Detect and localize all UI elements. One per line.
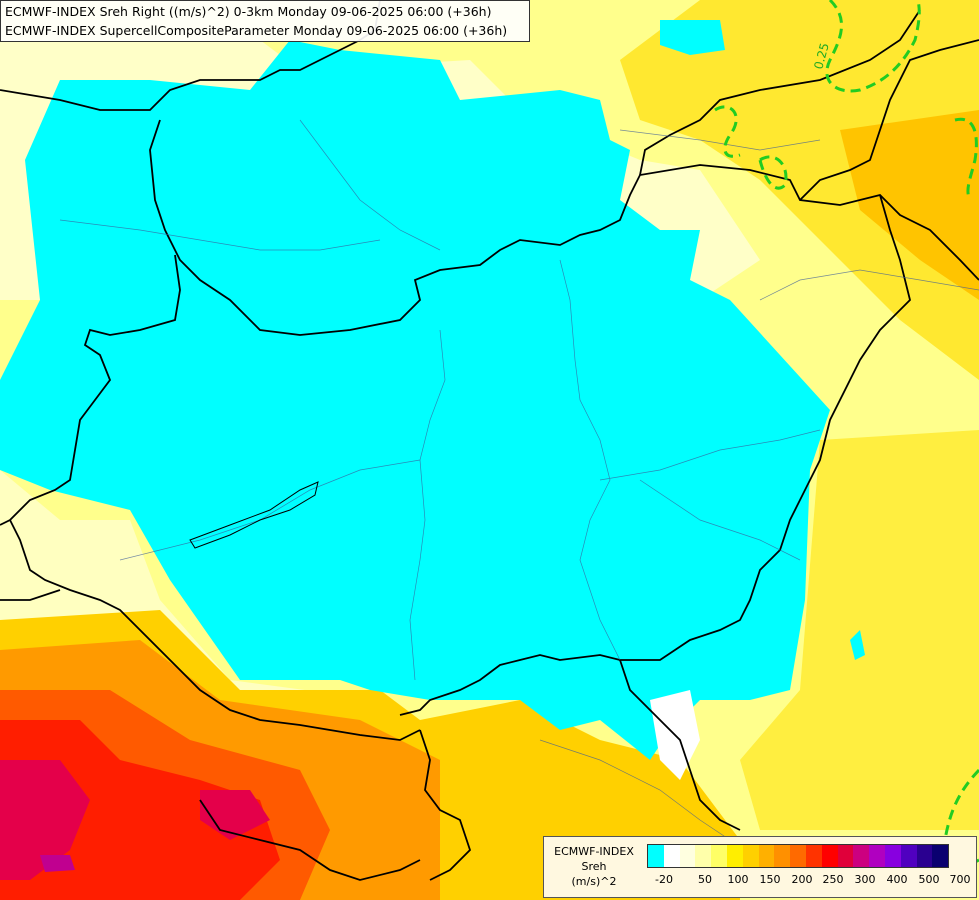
scp-contour-line bbox=[954, 117, 978, 201]
border-line bbox=[149, 119, 979, 336]
legend-swatch bbox=[726, 845, 743, 867]
magenta-spot bbox=[40, 855, 75, 872]
legend-tick: 700 bbox=[949, 873, 971, 886]
scp-contour-label: 0.25 bbox=[811, 41, 831, 70]
legend-swatch bbox=[663, 845, 680, 867]
scp-contour-line bbox=[758, 155, 788, 190]
river-line bbox=[59, 219, 381, 251]
border-line bbox=[399, 194, 911, 716]
low-sreh-patch-west bbox=[0, 380, 70, 470]
legend-tick: 400 bbox=[886, 873, 908, 886]
legend-tick: -20 bbox=[655, 873, 673, 886]
legend-swatch bbox=[774, 845, 791, 867]
legend-tick: 200 bbox=[791, 873, 813, 886]
legend-label-line-2: Sreh bbox=[581, 860, 607, 873]
legend-swatch bbox=[837, 845, 854, 867]
legend-swatch bbox=[853, 845, 870, 867]
yellow-field-northeast bbox=[620, 0, 979, 380]
legend-tick: 50 bbox=[698, 873, 712, 886]
map-title-line-1: ECMWF-INDEX Sreh Right ((m/s)^2) 0-3km M… bbox=[5, 4, 492, 19]
legend-tick: 150 bbox=[759, 873, 781, 886]
map-title-box: ECMWF-INDEX Sreh Right ((m/s)^2) 0-3km M… bbox=[0, 0, 530, 42]
orange-field-northeast bbox=[840, 110, 979, 300]
legend-swatch bbox=[742, 845, 759, 867]
yellow-field-southeast bbox=[740, 430, 979, 830]
legend-swatch bbox=[900, 845, 917, 867]
crimson-field-southwest bbox=[0, 760, 90, 880]
scp-contour-line bbox=[714, 105, 741, 158]
border-line bbox=[639, 9, 921, 176]
river-line bbox=[639, 479, 801, 561]
map-title-line-2: ECMWF-INDEX SupercellCompositeParameter … bbox=[5, 23, 508, 38]
low-sreh-patch-north bbox=[660, 20, 725, 55]
river-line bbox=[409, 329, 446, 681]
rivers bbox=[59, 119, 979, 861]
border-line bbox=[799, 39, 979, 201]
legend-tick: 250 bbox=[822, 873, 844, 886]
river-line bbox=[299, 119, 441, 251]
river-line bbox=[599, 429, 821, 481]
color-legend: ECMWF-INDEX Sreh (m/s)^2 -20 50 100 150 … bbox=[543, 836, 977, 898]
legend-label: ECMWF-INDEX Sreh (m/s)^2 bbox=[548, 844, 640, 889]
legend-swatch bbox=[790, 845, 806, 867]
border-line bbox=[619, 659, 741, 831]
border-line bbox=[419, 729, 472, 881]
border-line bbox=[0, 254, 181, 526]
legend-label-line-3: (m/s)^2 bbox=[571, 875, 617, 888]
river-line bbox=[619, 129, 821, 151]
legend-swatch bbox=[695, 845, 712, 867]
legend-tick-labels: -20 50 100 150 200 250 300 400 500 700 bbox=[647, 873, 971, 887]
legend-swatch bbox=[916, 845, 933, 867]
border-line bbox=[199, 799, 421, 881]
low-sreh-region bbox=[0, 40, 830, 760]
border-line bbox=[9, 519, 421, 741]
pale-field-west bbox=[0, 300, 380, 700]
legend-swatch bbox=[679, 845, 696, 867]
border-line bbox=[0, 589, 61, 601]
legend-swatch bbox=[711, 845, 727, 867]
legend-swatch bbox=[932, 845, 949, 867]
legend-color-bar bbox=[647, 844, 950, 868]
river-line bbox=[759, 269, 979, 301]
low-sreh-patch-east bbox=[850, 630, 865, 660]
legend-swatch bbox=[805, 845, 822, 867]
lake-outline bbox=[189, 481, 319, 549]
river-line bbox=[559, 259, 621, 661]
scp-contour-line bbox=[825, 0, 921, 93]
legend-label-line-1: ECMWF-INDEX bbox=[554, 845, 634, 858]
legend-swatch bbox=[884, 845, 901, 867]
legend-swatch bbox=[758, 845, 775, 867]
legend-swatch bbox=[821, 845, 838, 867]
legend-tick: 500 bbox=[918, 873, 940, 886]
legend-swatch bbox=[648, 845, 664, 867]
legend-swatch bbox=[869, 845, 885, 867]
legend-tick: 300 bbox=[854, 873, 876, 886]
legend-tick: 100 bbox=[727, 873, 749, 886]
river-line bbox=[119, 459, 421, 561]
river-line bbox=[539, 739, 761, 861]
